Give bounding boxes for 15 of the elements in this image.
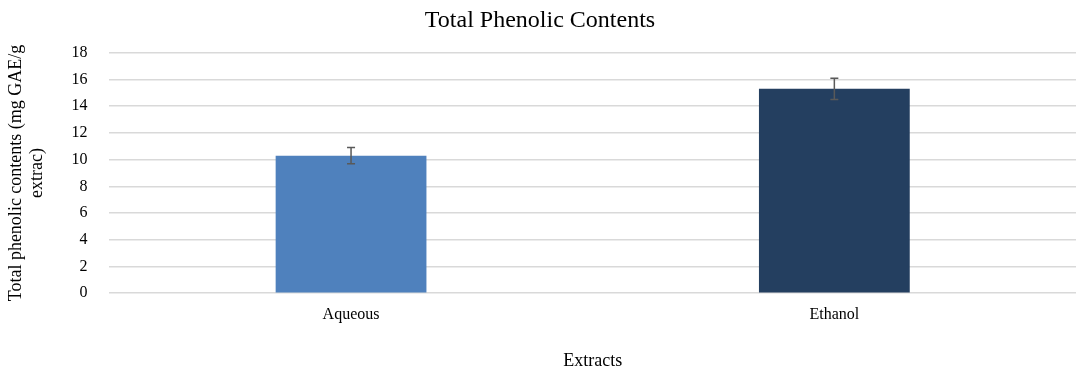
y-tick-label: 2 (79, 256, 88, 274)
y-tick-label: 4 (79, 229, 88, 247)
chart-title: Total Phenolic Contents (424, 5, 656, 32)
y-tick-label: 8 (79, 176, 88, 194)
y-tick-label: 0 (79, 283, 88, 301)
x-tick-label: Ethanol (809, 305, 860, 322)
y-tick-label: 6 (79, 203, 88, 221)
y-tick-label: 18 (71, 43, 88, 60)
x-tick-label: Aqueous (322, 305, 380, 323)
y-tick-label: 16 (71, 69, 88, 87)
y-axis-title: Total phenolic contents (mg GAE/g extrac) (5, 44, 47, 302)
x-axis-title: Extracts (563, 349, 623, 370)
y-tick-label: 14 (71, 96, 88, 114)
y-tick-label: 10 (71, 149, 88, 167)
y-tick-label: 12 (71, 123, 88, 141)
